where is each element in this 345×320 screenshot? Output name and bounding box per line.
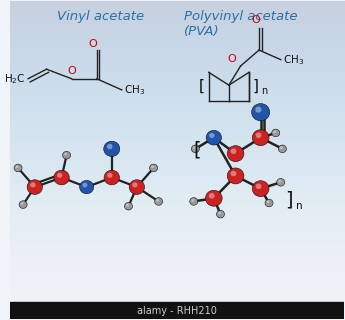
Circle shape	[267, 201, 269, 203]
Bar	[10, 302, 344, 319]
Circle shape	[21, 202, 23, 205]
Text: CH$_3$: CH$_3$	[125, 83, 146, 97]
Text: Polyvinyl acetate
(PVA): Polyvinyl acetate (PVA)	[184, 10, 297, 38]
Circle shape	[278, 180, 281, 182]
Text: O: O	[228, 54, 237, 64]
Circle shape	[277, 179, 285, 186]
Text: alamy - RHH210: alamy - RHH210	[137, 306, 217, 316]
Circle shape	[255, 107, 262, 113]
Circle shape	[273, 131, 276, 133]
Circle shape	[156, 199, 159, 202]
Circle shape	[190, 197, 198, 205]
Text: H$_2$C: H$_2$C	[4, 72, 26, 86]
Circle shape	[252, 130, 269, 146]
Circle shape	[27, 180, 42, 195]
Text: [: [	[199, 79, 205, 94]
Circle shape	[14, 164, 22, 172]
Circle shape	[217, 210, 225, 218]
Circle shape	[155, 197, 162, 205]
Circle shape	[191, 145, 199, 153]
Circle shape	[209, 193, 215, 199]
Text: O: O	[251, 15, 260, 25]
Circle shape	[129, 180, 145, 195]
Circle shape	[16, 165, 19, 168]
Circle shape	[206, 130, 221, 145]
Circle shape	[230, 171, 236, 176]
Circle shape	[191, 199, 194, 202]
Circle shape	[107, 173, 112, 178]
Circle shape	[82, 183, 87, 188]
Circle shape	[107, 144, 112, 149]
Circle shape	[252, 104, 270, 121]
Text: [: [	[193, 141, 201, 160]
Text: ]: ]	[285, 190, 293, 209]
Circle shape	[265, 199, 273, 207]
Circle shape	[280, 146, 283, 149]
Circle shape	[151, 165, 154, 168]
Circle shape	[272, 129, 280, 137]
Circle shape	[125, 202, 132, 210]
Circle shape	[256, 183, 262, 189]
Circle shape	[209, 133, 215, 138]
Circle shape	[227, 146, 244, 162]
Text: ]: ]	[253, 79, 259, 94]
Circle shape	[252, 181, 269, 197]
Circle shape	[19, 201, 27, 208]
Circle shape	[80, 180, 94, 194]
Circle shape	[227, 168, 244, 184]
Text: n: n	[261, 85, 267, 96]
Text: Vinyl acetate: Vinyl acetate	[57, 10, 144, 23]
Circle shape	[218, 212, 221, 214]
Circle shape	[132, 182, 138, 188]
Circle shape	[230, 148, 236, 154]
Circle shape	[30, 182, 36, 188]
Circle shape	[150, 164, 158, 172]
Circle shape	[193, 146, 196, 149]
Circle shape	[104, 170, 119, 185]
Circle shape	[126, 204, 129, 206]
Text: O: O	[88, 39, 97, 50]
Circle shape	[256, 132, 262, 138]
Circle shape	[64, 153, 67, 156]
Circle shape	[62, 151, 71, 159]
Circle shape	[57, 173, 62, 178]
Text: CH$_3$: CH$_3$	[283, 53, 305, 67]
Circle shape	[54, 170, 69, 185]
Text: n: n	[296, 201, 303, 211]
Circle shape	[104, 141, 120, 156]
Text: O: O	[67, 66, 76, 76]
Circle shape	[278, 145, 286, 153]
Circle shape	[205, 190, 222, 206]
